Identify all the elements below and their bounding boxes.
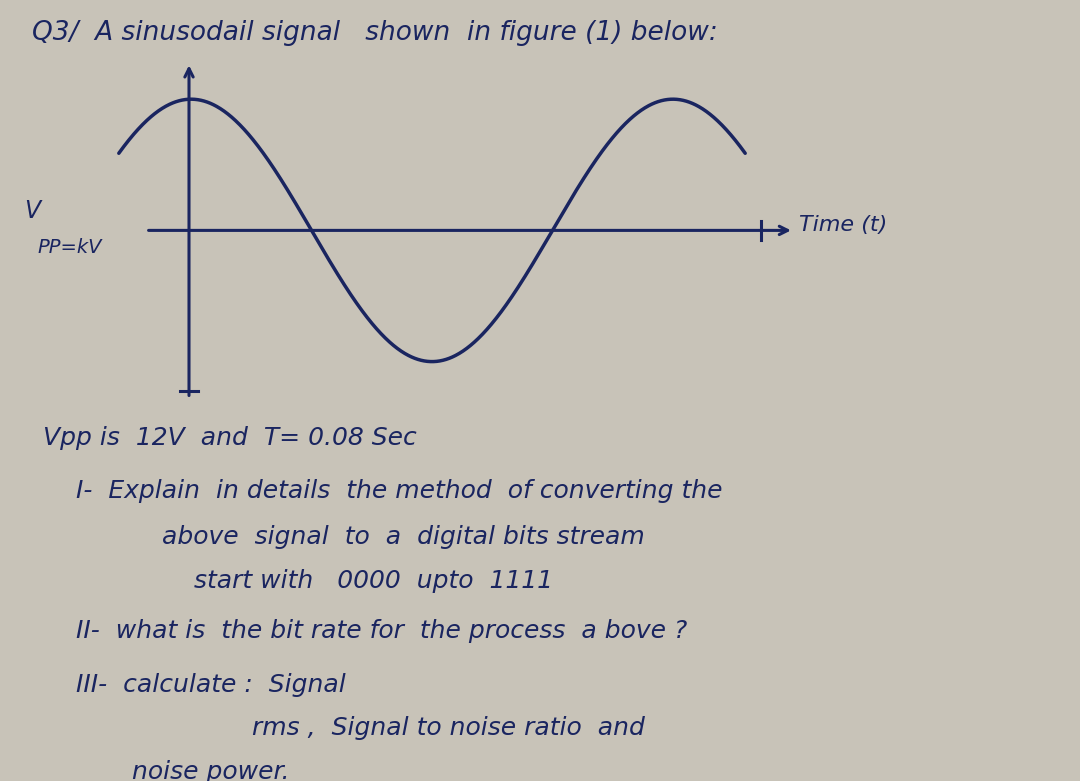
Text: start with   0000  upto  1111: start with 0000 upto 1111: [194, 569, 553, 593]
Text: Vpp is  12V  and  T= 0.08 Sec: Vpp is 12V and T= 0.08 Sec: [43, 426, 417, 450]
Text: rms ,  Signal to noise ratio  and: rms , Signal to noise ratio and: [76, 716, 645, 740]
Text: noise power.: noise power.: [76, 760, 289, 781]
Text: above  signal  to  a  digital bits stream: above signal to a digital bits stream: [162, 526, 645, 550]
Text: III-  calculate :  Signal: III- calculate : Signal: [76, 672, 346, 697]
Text: I-  Explain  in details  the method  of converting the: I- Explain in details the method of conv…: [76, 479, 723, 503]
Text: Time (t): Time (t): [799, 215, 888, 235]
Text: V: V: [24, 199, 40, 223]
Text: PP=kV: PP=kV: [38, 238, 103, 257]
Text: II-  what is  the bit rate for  the process  a bove ?: II- what is the bit rate for the process…: [76, 619, 687, 644]
Text: Q3/  A sinusodail signal   shown  in figure (1) below:: Q3/ A sinusodail signal shown in figure …: [32, 20, 718, 45]
